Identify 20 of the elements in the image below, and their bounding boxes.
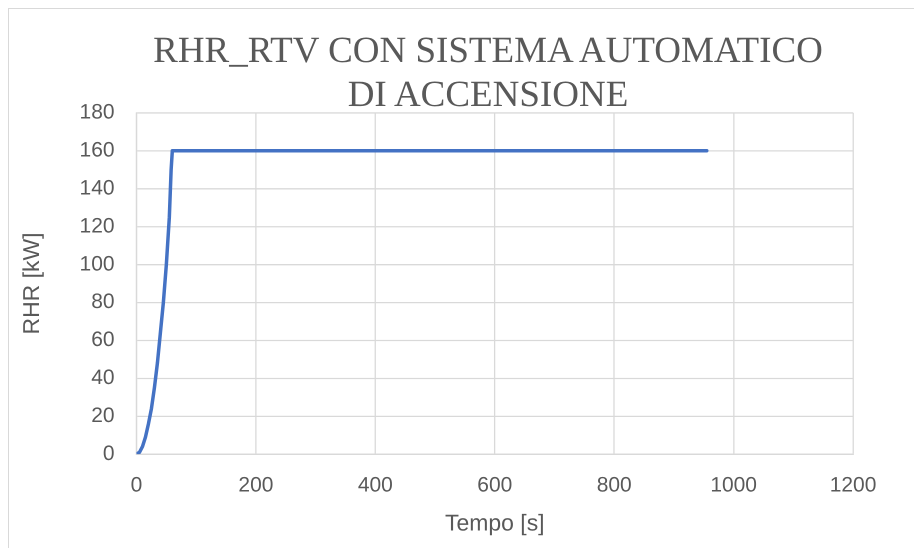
- x-tick-label: 600: [477, 474, 512, 496]
- y-tick-label: 20: [91, 404, 115, 428]
- y-axis-title: RHR [kW]: [18, 232, 44, 334]
- y-tick-label: 180: [80, 100, 115, 124]
- x-tick-label: 800: [596, 474, 632, 496]
- x-axis-title: Tempo [s]: [445, 510, 545, 536]
- y-tick-label: 160: [80, 138, 115, 162]
- x-tick-label: 1000: [710, 474, 757, 496]
- x-tick-label: 400: [358, 474, 393, 496]
- y-tick-label: 100: [80, 252, 115, 276]
- y-tick-label: 80: [91, 290, 115, 314]
- chart-title: RHR_RTV CON SISTEMA AUTOMATICO DI ACCENSIONE: [152, 29, 824, 117]
- x-tick-label: 200: [238, 474, 274, 496]
- y-tick-label: 60: [91, 328, 115, 352]
- y-tick-label: 120: [80, 214, 115, 238]
- x-tick-label: 1200: [830, 474, 876, 496]
- y-tick-label: 0: [102, 442, 115, 465]
- y-tick-label: 140: [80, 176, 115, 200]
- y-tick-label: 40: [91, 366, 115, 390]
- x-tick-label: 0: [130, 474, 142, 496]
